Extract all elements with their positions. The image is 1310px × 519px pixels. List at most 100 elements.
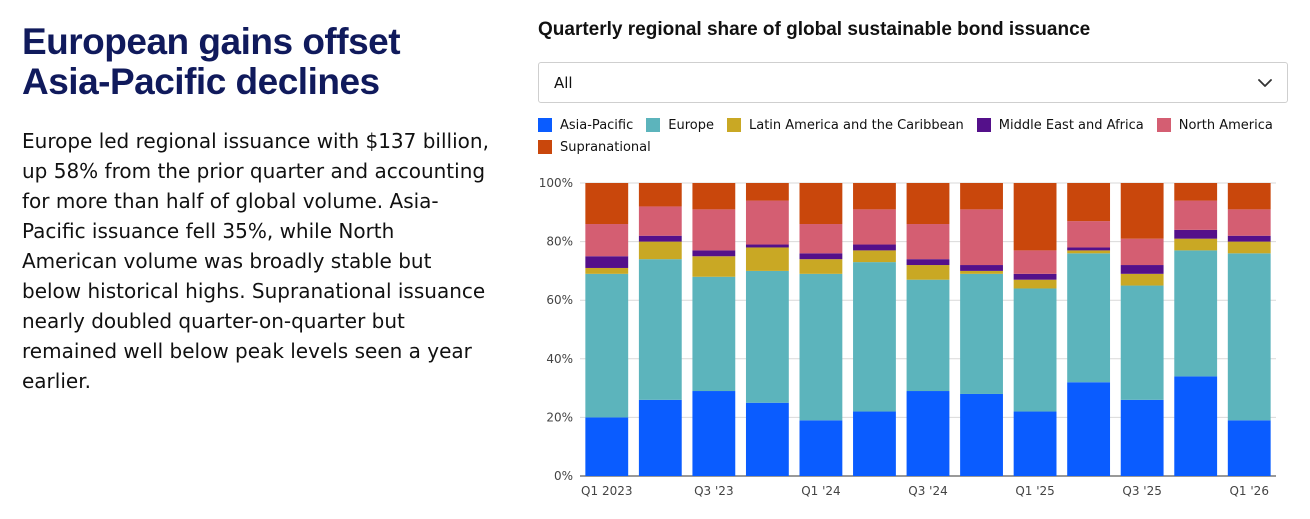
bar-segment xyxy=(692,256,736,277)
x-tick-label: Q3 '23 xyxy=(694,484,733,498)
legend-item: Asia-Pacific xyxy=(538,116,633,134)
chart-plot: 0% 20% 40% 60% 80% 100% Q1 2023 Q3 '23 Q1 '24 Q3 … xyxy=(538,170,1290,519)
x-tick-label: Q1 2023 xyxy=(581,484,632,498)
bar-segment xyxy=(1120,238,1164,266)
bar-segment xyxy=(1013,411,1057,476)
bar-segment xyxy=(799,273,843,421)
bar-segment xyxy=(960,183,1003,210)
bar-segment xyxy=(1013,288,1057,412)
bar-segment xyxy=(906,279,950,392)
bar-segment xyxy=(585,267,629,274)
bar-segment xyxy=(692,209,736,251)
x-tick-label: Q3 '25 xyxy=(1122,484,1161,498)
bar-segment xyxy=(906,224,950,260)
bar-segment xyxy=(1013,183,1057,251)
bar-segment xyxy=(1174,200,1218,230)
bar-segment xyxy=(1227,209,1271,236)
bar-segment xyxy=(638,399,682,476)
y-tick-label: 100% xyxy=(539,176,573,190)
bar-segment xyxy=(692,391,736,476)
y-tick-label: 20% xyxy=(546,410,573,424)
x-tick-label: Q1 '26 xyxy=(1229,484,1268,498)
bar-segment xyxy=(1120,285,1164,400)
bar-segment xyxy=(1120,273,1164,286)
legend-label: Asia-Pacific xyxy=(560,117,634,133)
bar-segment xyxy=(692,183,736,210)
bar-segment xyxy=(1227,420,1271,476)
bar-segment xyxy=(1067,221,1111,248)
bar-segment xyxy=(1227,235,1271,242)
legend-swatch xyxy=(1156,118,1171,132)
bar-segment xyxy=(638,235,682,242)
bar-segment xyxy=(1067,183,1111,222)
bar-segment xyxy=(638,206,682,236)
body-text: Europe led regional issuance with $137 b… xyxy=(22,129,489,393)
bar-segment xyxy=(585,256,629,268)
x-tick-label: Q3 '24 xyxy=(908,484,947,498)
bar-segment xyxy=(745,402,789,476)
y-tick-label: 40% xyxy=(546,352,573,366)
bar-segment xyxy=(906,183,950,225)
bar-segment xyxy=(745,183,789,201)
bar-segment xyxy=(1067,247,1111,251)
bar-segment xyxy=(1067,382,1111,476)
bar-segment xyxy=(906,265,950,280)
headline: European gains offset Asia-Pacific decli… xyxy=(22,21,401,102)
bar-segment xyxy=(1174,183,1218,201)
bar-segment xyxy=(799,420,843,476)
legend-label: Europe xyxy=(668,117,714,133)
bar-segment xyxy=(853,244,896,251)
bar-segment xyxy=(745,270,789,403)
bar-segment xyxy=(1120,399,1164,476)
bar-segment xyxy=(853,209,896,245)
bar-segment xyxy=(1013,273,1057,280)
legend-item: Europe xyxy=(646,116,714,134)
y-tick-label: 60% xyxy=(546,293,573,307)
legend-item: Middle East and Africa xyxy=(976,116,1144,134)
bar-segment xyxy=(745,200,789,245)
bar-segment xyxy=(585,183,629,225)
bar-segment xyxy=(1067,253,1111,383)
legend-item: Supranational xyxy=(538,138,651,156)
bar-segment xyxy=(745,244,789,248)
bar-segment xyxy=(1174,250,1218,377)
bar-segment xyxy=(692,276,736,392)
legend-swatch xyxy=(976,118,991,132)
chart-title: Quarterly regional share of global susta… xyxy=(538,19,1091,40)
legend-label: Supranational xyxy=(560,139,651,155)
legend-label: Latin America and the Caribbean xyxy=(748,117,964,133)
bar-segment xyxy=(906,391,950,476)
bar-segment xyxy=(1120,265,1164,274)
bar-segment xyxy=(1120,183,1164,239)
bar-segment xyxy=(1013,279,1057,289)
chart-legend: Asia-Pacific Europe Latin America and the … xyxy=(538,116,1278,156)
legend-swatch xyxy=(726,118,741,132)
bar-segment xyxy=(799,183,843,225)
bar-segment xyxy=(1067,250,1111,254)
y-tick-label: 80% xyxy=(546,235,573,249)
bar-segment xyxy=(853,262,896,412)
legend-item: Latin America and the Caribbean xyxy=(726,116,964,134)
bar-segment xyxy=(638,183,682,207)
bar-segment xyxy=(1174,229,1218,239)
region-filter-dropdown[interactable]: All xyxy=(538,62,1288,103)
story-panel: European gains offset Asia-Pacific decli… xyxy=(22,22,492,396)
bar-segment xyxy=(960,265,1003,271)
bar-segment xyxy=(692,250,736,257)
bar-segment xyxy=(1013,250,1057,274)
bar-segment xyxy=(638,259,682,400)
bar-segment xyxy=(960,393,1003,476)
bar-segment xyxy=(906,259,950,266)
bar-segment xyxy=(638,241,682,260)
bar-segment xyxy=(960,209,1003,266)
legend-swatch xyxy=(646,118,661,132)
bar-segment xyxy=(585,224,629,257)
bar-segment xyxy=(1174,238,1218,251)
stacked-bar-chart: 0% 20% 40% 60% 80% 100% Q1 2023 Q3 '23 Q1 '24 Q3 … xyxy=(539,176,1276,498)
legend-label: Middle East and Africa xyxy=(998,117,1144,133)
legend-label: North America xyxy=(1178,117,1273,133)
bar-segment xyxy=(1174,376,1218,476)
bar-segment xyxy=(853,411,896,476)
x-tick-label: Q1 '24 xyxy=(801,484,840,498)
y-tick-label: 0% xyxy=(554,469,573,483)
